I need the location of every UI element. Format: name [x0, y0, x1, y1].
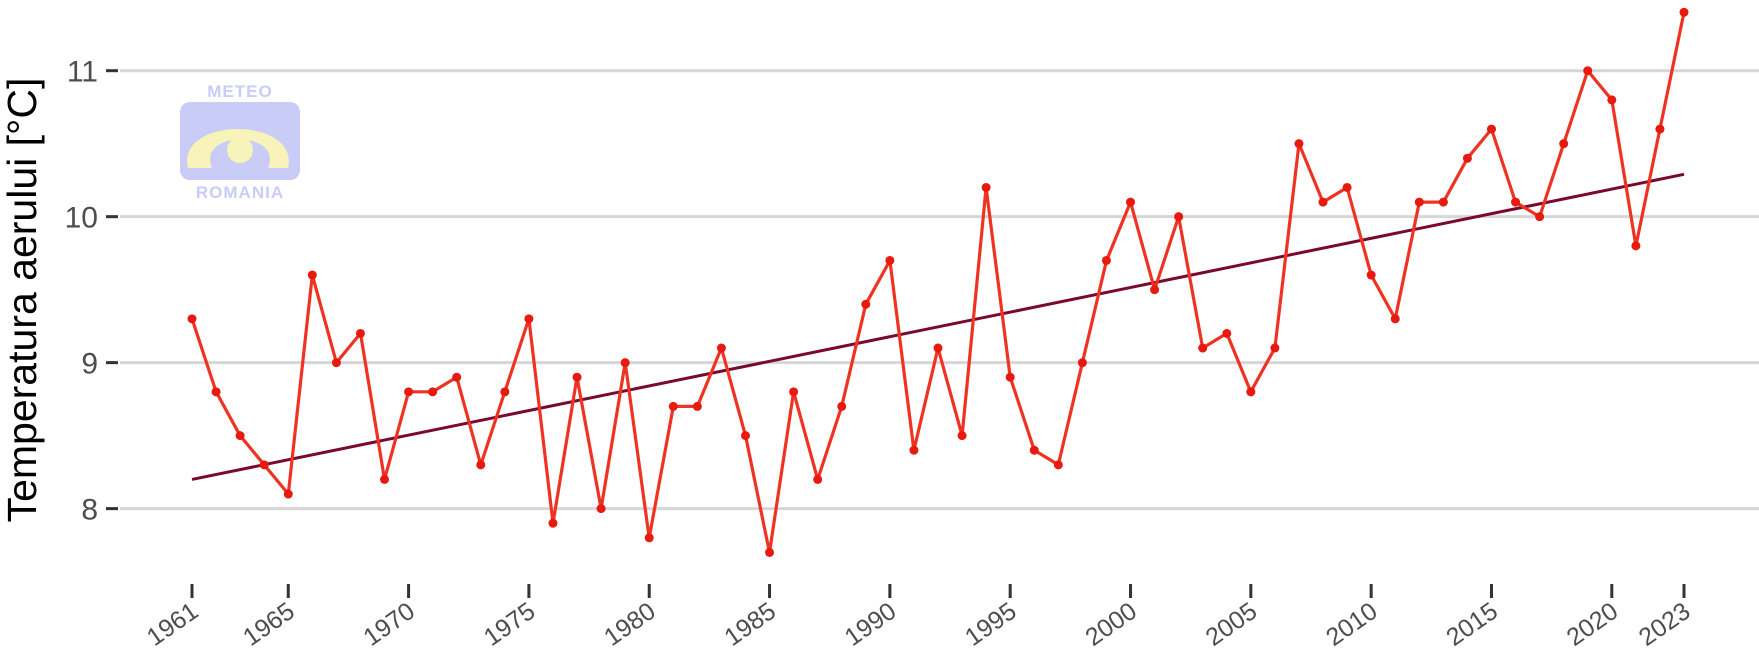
data-points — [187, 7, 1689, 557]
y-tick-label-9: 9 — [81, 348, 98, 381]
data-point-1978 — [596, 504, 606, 514]
data-point-1973 — [476, 460, 486, 470]
data-point-1987 — [813, 474, 823, 484]
data-point-2006 — [1270, 343, 1280, 353]
x-tick-label-2000: 2000 — [1080, 597, 1142, 652]
data-point-1976 — [548, 518, 558, 528]
data-point-2022 — [1655, 124, 1665, 134]
data-point-1990 — [885, 255, 895, 265]
data-point-1988 — [837, 401, 847, 411]
data-point-1980 — [644, 533, 654, 543]
data-point-2008 — [1318, 197, 1328, 207]
grid-lines — [120, 69, 1759, 511]
x-tick-label-1980: 1980 — [599, 597, 661, 652]
y-axis-ticks: 8 9 10 11 — [65, 56, 118, 527]
logo-text-top: METEO — [207, 82, 272, 101]
data-point-2004 — [1222, 328, 1232, 338]
x-tick-label-2023: 2023 — [1634, 597, 1696, 652]
data-point-1991 — [909, 445, 919, 455]
data-point-1970 — [404, 387, 414, 397]
data-point-2020 — [1607, 95, 1617, 105]
data-point-1977 — [572, 372, 582, 382]
data-point-2013 — [1438, 197, 1448, 207]
data-point-1981 — [668, 401, 678, 411]
data-point-2012 — [1414, 197, 1424, 207]
data-point-2018 — [1559, 139, 1569, 149]
logo-omega-shape — [187, 129, 289, 168]
data-point-2014 — [1462, 153, 1472, 163]
y-tick-label-11: 11 — [67, 56, 98, 89]
data-point-2010 — [1366, 270, 1376, 280]
data-point-1964 — [259, 460, 269, 470]
y-axis-label: Temperatura aerului [°C] — [0, 78, 45, 523]
data-point-1961 — [187, 314, 197, 324]
x-tick-label-1970: 1970 — [358, 597, 420, 652]
x-tick-label-2010: 2010 — [1321, 597, 1383, 652]
data-point-1969 — [380, 474, 390, 484]
data-point-2000 — [1126, 197, 1136, 207]
data-point-2002 — [1174, 212, 1184, 222]
data-point-1962 — [211, 387, 221, 397]
data-point-2007 — [1294, 139, 1304, 149]
data-point-2001 — [1150, 285, 1160, 295]
logo-sun-icon — [227, 137, 253, 163]
data-point-1966 — [307, 270, 317, 280]
data-point-1967 — [331, 358, 341, 368]
series-line — [190, 11, 1686, 555]
data-point-1992 — [933, 343, 943, 353]
data-point-1971 — [428, 387, 438, 397]
data-point-2009 — [1342, 182, 1352, 192]
data-point-1996 — [1029, 445, 1039, 455]
data-point-1975 — [524, 314, 534, 324]
data-point-1993 — [957, 431, 967, 441]
x-tick-label-1961: 1961 — [142, 597, 204, 652]
data-point-1998 — [1077, 358, 1087, 368]
logo-text-bottom: ROMANIA — [196, 183, 284, 202]
data-point-1997 — [1053, 460, 1063, 470]
data-point-1982 — [692, 401, 702, 411]
x-tick-label-2020: 2020 — [1562, 597, 1624, 652]
data-point-2017 — [1535, 212, 1545, 222]
data-point-2021 — [1631, 241, 1641, 251]
data-point-1974 — [500, 387, 510, 397]
x-tick-label-1975: 1975 — [479, 597, 541, 652]
data-point-1965 — [283, 489, 293, 499]
y-tick-label-8: 8 — [81, 494, 98, 527]
data-point-1999 — [1101, 255, 1111, 265]
x-tick-label-1965: 1965 — [238, 597, 300, 652]
data-point-2023 — [1679, 7, 1689, 17]
data-point-1968 — [355, 328, 365, 338]
data-point-1995 — [1005, 372, 1015, 382]
data-point-1994 — [981, 182, 991, 192]
x-tick-label-2005: 2005 — [1201, 597, 1263, 652]
data-point-2011 — [1390, 314, 1400, 324]
x-tick-label-1985: 1985 — [719, 597, 781, 652]
y-tick-label-10: 10 — [65, 202, 98, 235]
data-point-2015 — [1486, 124, 1496, 134]
data-point-1986 — [789, 387, 799, 397]
data-point-2019 — [1583, 66, 1593, 76]
data-point-1972 — [452, 372, 462, 382]
data-point-2016 — [1511, 197, 1521, 207]
data-point-1984 — [740, 431, 750, 441]
x-axis-ticks: 1961 1965 1970 1975 1980 1985 1990 1995 2000 2005… — [142, 584, 1696, 652]
data-point-1979 — [620, 358, 630, 368]
x-tick-label-2015: 2015 — [1441, 597, 1503, 652]
data-point-2005 — [1246, 387, 1256, 397]
meteo-romania-logo: METEO ROMANIA — [180, 82, 300, 202]
data-point-1989 — [861, 299, 871, 309]
x-tick-label-1995: 1995 — [960, 597, 1022, 652]
data-point-2003 — [1198, 343, 1208, 353]
trend-line — [191, 172, 1685, 481]
x-tick-label-1990: 1990 — [840, 597, 902, 652]
data-point-1983 — [716, 343, 726, 353]
data-point-1963 — [235, 431, 245, 441]
data-point-1985 — [765, 547, 775, 557]
